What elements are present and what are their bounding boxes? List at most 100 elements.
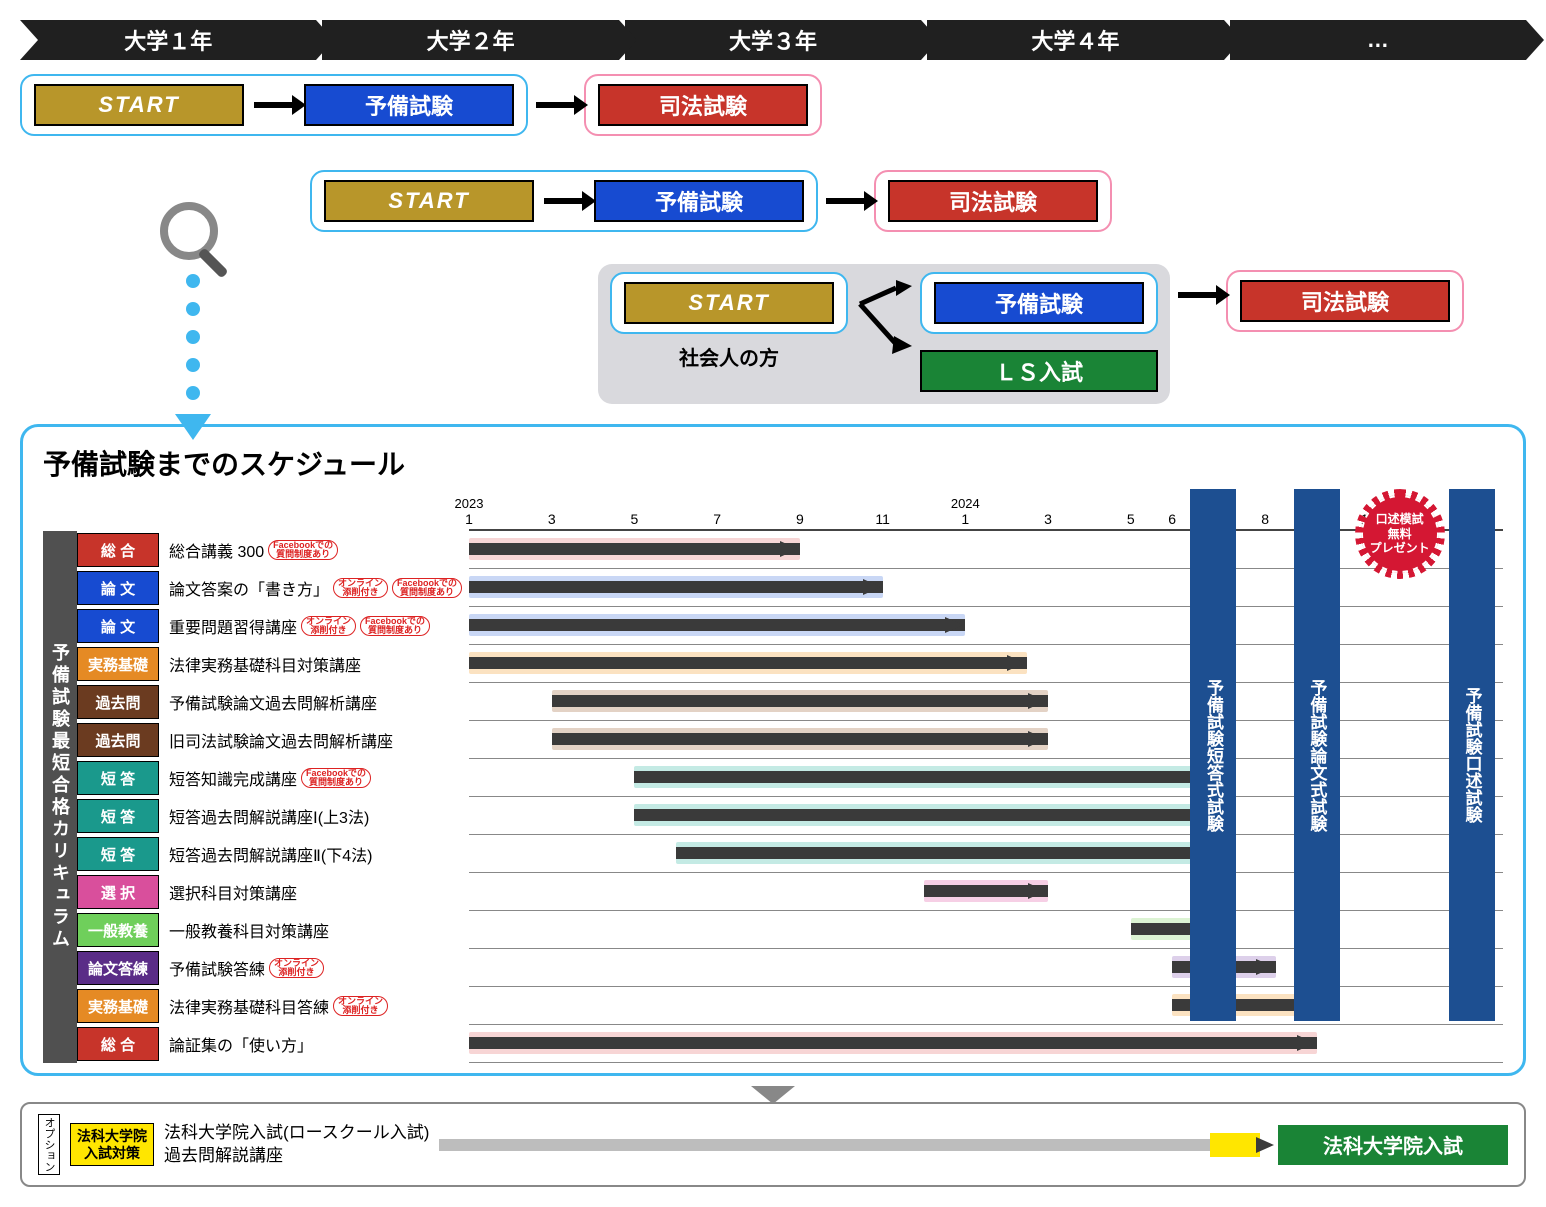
timeline-row (469, 531, 1503, 569)
option-goal: 法科大学院入試 (1278, 1125, 1508, 1165)
track3-frame-grey: START 社会人の方 予備試験 ＬＳ入試 (598, 264, 1170, 404)
year-header: 大学１年 (20, 20, 316, 60)
timeline-header: 202313579112024135678910...20251 (469, 487, 1503, 531)
gantt-bar (1172, 994, 1317, 1016)
block-ls: ＬＳ入試 (920, 350, 1158, 392)
tick: 7 (1210, 511, 1218, 527)
timeline-row (469, 911, 1503, 949)
course-name: 短答過去問解説講座Ⅱ(下4法) (159, 837, 469, 871)
arrow-icon (826, 198, 866, 204)
timeline-row (469, 835, 1503, 873)
category-tag: 論文答練 (77, 951, 159, 985)
gantt-bar (552, 728, 1048, 750)
tick: 6 (1168, 511, 1176, 527)
course-name: 予備試験答練オンライン添削付き (159, 951, 469, 985)
gantt-bar (552, 690, 1048, 712)
timeline-row (469, 607, 1503, 645)
course-name: 総合講義 300Facebookでの質問制度あり (159, 533, 469, 567)
track3-frame-pink: 司法試験 (1226, 270, 1464, 332)
category-tag: 一般教養 (77, 913, 159, 947)
course-name: 一般教養科目対策講座 (159, 913, 469, 947)
block-pre: 予備試験 (594, 180, 804, 222)
gantt-bar (469, 538, 800, 560)
badge-fb: Facebookでの質問制度あり (360, 616, 430, 636)
gantt-bar (924, 880, 1048, 902)
course-name: 法律実務基礎科目答練オンライン添削付き (159, 989, 469, 1023)
option-panel: オプション 法科大学院入試対策 法科大学院入試(ロースクール入試)過去問解説講座… (20, 1102, 1526, 1187)
track2-frame-blue: START 予備試験 (310, 170, 818, 232)
block-start: START (34, 84, 244, 126)
timeline-row (469, 949, 1503, 987)
badge-online: オンライン添削付き (333, 996, 388, 1016)
arrow-icon (536, 102, 576, 108)
year-header: 大学２年 (322, 20, 618, 60)
option-tag: 法科大学院入試対策 (70, 1123, 154, 1167)
timeline-row (469, 569, 1503, 607)
tick: 10 (1361, 511, 1377, 527)
gantt-bar (469, 1032, 1317, 1054)
gantt-bar (1131, 918, 1214, 940)
badge-online: オンライン添削付き (333, 578, 388, 598)
category-tag: 過去問 (77, 685, 159, 719)
arrow-icon (254, 102, 294, 108)
category-tag: 実務基礎 (77, 989, 159, 1023)
course-name: 論文答案の「書き方」オンライン添削付きFacebookでの質問制度あり (159, 571, 469, 605)
track1-frame-pink: 司法試験 (584, 74, 822, 136)
course-name: 選択科目対策講座 (159, 875, 469, 909)
badge-fb: Facebookでの質問制度あり (301, 768, 371, 788)
arrow-icon (1178, 292, 1218, 298)
tick: 7 (713, 511, 721, 527)
course-name: 予備試験論文過去問解析講座 (159, 685, 469, 719)
gantt-bar (676, 842, 1214, 864)
category-tag: 総 合 (77, 1027, 159, 1061)
gantt-bar (634, 766, 1213, 788)
year-header: 大学３年 (625, 20, 921, 60)
tick: 20251 (1458, 496, 1487, 527)
course-name: 旧司法試験論文過去問解析講座 (159, 723, 469, 757)
gantt-bar (469, 652, 1027, 674)
category-tag: 短 答 (77, 799, 159, 833)
curriculum-vlabel: 予備試験最短合格カリキュラム (43, 531, 77, 1063)
tick: 8 (1261, 511, 1269, 527)
tick: 20231 (455, 496, 484, 527)
category-tag: 実務基礎 (77, 647, 159, 681)
course-name: 短答過去問解説講座Ⅰ(上3法) (159, 799, 469, 833)
gantt-bar (634, 804, 1213, 826)
category-tag: 過去問 (77, 723, 159, 757)
category-tag: 短 答 (77, 837, 159, 871)
block-pre: 予備試験 (304, 84, 514, 126)
tick: ... (1404, 511, 1416, 527)
badge-online: オンライン添削付き (301, 616, 356, 636)
timeline-row (469, 645, 1503, 683)
category-tag: 論 文 (77, 609, 159, 643)
badge-fb: Facebookでの質問制度あり (268, 540, 338, 560)
track1-frame-blue: START 予備試験 (20, 74, 528, 136)
option-text: 法科大学院入試(ロースクール入試)過去問解説講座 (164, 1122, 429, 1166)
track2-frame-pink: 司法試験 (874, 170, 1112, 232)
block-bar: 司法試験 (1240, 280, 1450, 322)
timeline-row (469, 759, 1503, 797)
block-bar: 司法試験 (598, 84, 808, 126)
timeline-row (469, 797, 1503, 835)
branch-arrows-icon (856, 272, 912, 382)
course-name: 法律実務基礎科目対策講座 (159, 647, 469, 681)
category-tag: 論 文 (77, 571, 159, 605)
gantt-bar (469, 614, 965, 636)
category-tag: 総 合 (77, 533, 159, 567)
gantt-bar (469, 576, 883, 598)
arrow-icon (544, 198, 584, 204)
gantt-panel: 予備試験までのスケジュール 202313579112024135678910..… (20, 424, 1526, 1076)
year-headers: 大学１年大学２年大学３年大学４年… (20, 20, 1526, 60)
option-bar (439, 1139, 1258, 1151)
dotted-arrow-icon (186, 274, 211, 444)
option-sidelabel: オプション (38, 1114, 60, 1175)
tick: 9 (1313, 511, 1321, 527)
course-name: 論証集の「使い方」 (159, 1027, 469, 1061)
category-tag: 短 答 (77, 761, 159, 795)
tick: 9 (796, 511, 804, 527)
separator-icon (751, 1086, 795, 1104)
tick: 20241 (951, 496, 980, 527)
block-start: START (624, 282, 834, 324)
timeline-row (469, 683, 1503, 721)
timeline-row (469, 721, 1503, 759)
